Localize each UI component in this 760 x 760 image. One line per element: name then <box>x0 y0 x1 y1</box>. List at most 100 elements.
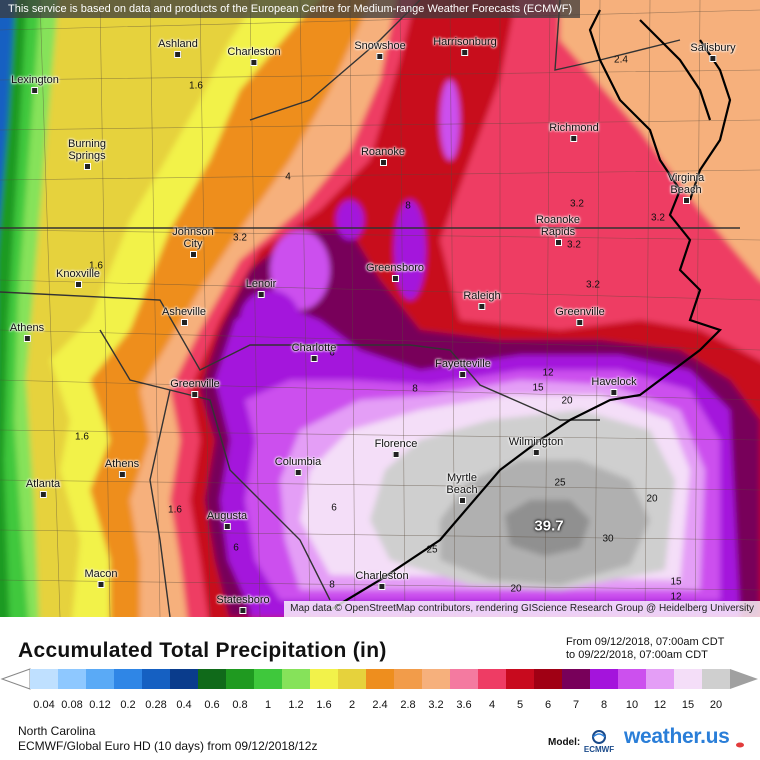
value-label: 12 <box>670 591 682 603</box>
city-marker[interactable]: Fayetteville <box>435 358 491 378</box>
value-label: 6 <box>233 542 239 554</box>
city-dot <box>97 581 105 588</box>
scale-swatch <box>310 669 339 689</box>
scale-tick-label: 0.6 <box>204 699 220 711</box>
city-marker[interactable]: Charlotte <box>292 342 336 362</box>
value-label: 3.2 <box>651 212 665 224</box>
city-marker[interactable]: Burning Springs <box>52 138 122 170</box>
city-marker[interactable]: Athens <box>105 458 139 478</box>
scale-swatch <box>86 669 115 689</box>
city-dot <box>458 497 466 504</box>
value-label: 8 <box>405 200 411 212</box>
scale-swatch <box>366 669 395 689</box>
legend-panel: Accumulated Total Precipitation (in) Fro… <box>0 617 760 760</box>
scale-swatch <box>422 669 451 689</box>
value-label: 15 <box>532 382 544 394</box>
scale-swatch <box>282 669 311 689</box>
city-marker[interactable]: Augusta <box>207 510 247 530</box>
value-label: 20 <box>646 493 658 505</box>
ecmwf-notice: This service is based on data and produc… <box>0 0 581 18</box>
date-to: to 09/22/2018, 07:00am CDT <box>566 649 708 661</box>
city-marker[interactable]: Charleston <box>227 46 281 66</box>
city-marker[interactable]: Salisbury <box>690 42 736 62</box>
city-dot <box>379 159 387 166</box>
legend-meta: North Carolina ECMWF/Global Euro HD (10 … <box>18 724 317 754</box>
city-marker[interactable]: Snowshoe <box>354 40 406 60</box>
city-dot <box>478 303 486 310</box>
date-range: From 09/12/2018, 07:00am CDT to 09/22/20… <box>566 636 724 662</box>
city-dot <box>223 523 231 530</box>
city-dot <box>576 319 584 326</box>
value-label: 3.2 <box>586 279 600 291</box>
scale-swatch <box>394 669 423 689</box>
scale-swatch <box>338 669 367 689</box>
value-label: 4 <box>285 171 291 183</box>
city-marker[interactable]: Ashland <box>158 38 198 58</box>
city-marker[interactable]: Harrisonburg <box>433 36 497 56</box>
city-marker[interactable]: Greenville <box>170 378 220 398</box>
scale-tick-label: 7 <box>572 699 580 711</box>
city-marker[interactable]: Havelock <box>591 376 637 396</box>
city-dot <box>83 163 91 170</box>
city-dot <box>378 583 386 590</box>
city-marker[interactable]: Greenville <box>555 306 605 326</box>
city-marker[interactable]: Wilmington <box>509 436 563 456</box>
scale-swatch <box>450 669 479 689</box>
city-marker[interactable]: Roanoke Rapids <box>528 214 588 246</box>
city-dot <box>391 275 399 282</box>
city-dot <box>250 59 258 66</box>
precipitation-map[interactable]: This service is based on data and produc… <box>0 0 760 617</box>
city-marker[interactable]: Virginia Beach <box>656 172 716 204</box>
map-attribution: Map data © OpenStreetMap contributors, r… <box>284 601 760 617</box>
city-dot <box>257 291 265 298</box>
legend-title: Accumulated Total Precipitation (in) <box>18 639 387 662</box>
scale-swatch <box>478 669 507 689</box>
city-marker[interactable]: Macon <box>84 568 118 588</box>
value-label: 1.6 <box>89 260 103 272</box>
precipitation-shading <box>0 0 760 617</box>
scale-tick-label: 0.28 <box>145 699 167 711</box>
city-marker[interactable]: Greensboro <box>366 262 424 282</box>
city-marker[interactable]: Raleigh <box>463 290 501 310</box>
scale-swatch <box>114 669 143 689</box>
model-run: ECMWF/Global Euro HD (10 days) from 09/1… <box>18 739 318 753</box>
color-scale-bar <box>0 668 758 690</box>
city-marker[interactable]: Lenoir <box>246 278 276 298</box>
city-dot <box>180 319 188 326</box>
city-marker[interactable]: Myrtle Beach <box>437 472 487 504</box>
value-label: 25 <box>554 477 566 489</box>
city-marker[interactable]: Statesboro <box>216 594 270 614</box>
city-marker[interactable]: Athens <box>10 322 44 342</box>
value-label: 1.6 <box>168 504 182 516</box>
city-marker[interactable]: Johnson City <box>163 226 223 258</box>
precipitation-field <box>0 0 760 617</box>
scale-swatch <box>142 669 171 689</box>
city-dot <box>174 51 182 58</box>
scale-tick-label: 0.12 <box>89 699 111 711</box>
city-marker[interactable]: Asheville <box>162 306 206 326</box>
city-dot <box>294 469 302 476</box>
value-label: 1.6 <box>75 431 89 443</box>
scale-tick-label: 1.6 <box>316 699 332 711</box>
city-marker[interactable]: Atlanta <box>26 478 60 498</box>
scale-tick-label: 15 <box>681 699 695 711</box>
city-dot <box>570 135 578 142</box>
city-marker[interactable]: Columbia <box>275 456 321 476</box>
city-dot <box>23 335 31 342</box>
scale-swatch <box>170 669 199 689</box>
weather-us-logo[interactable]: weather.us <box>624 725 730 748</box>
city-dot <box>376 53 384 60</box>
city-marker[interactable]: Florence <box>375 438 417 458</box>
value-label: 20 <box>510 583 522 595</box>
city-dot <box>459 371 467 378</box>
scale-end-arrow <box>730 669 758 689</box>
value-label: 3.2 <box>233 232 247 244</box>
city-marker[interactable]: Charleston <box>355 570 409 590</box>
city-dot <box>554 239 562 246</box>
city-dot <box>310 355 318 362</box>
city-marker[interactable]: Lexington <box>11 74 59 94</box>
city-marker[interactable]: Richmond <box>549 122 599 142</box>
scale-swatch <box>674 669 703 689</box>
city-marker[interactable]: Knoxville <box>56 268 100 288</box>
city-marker[interactable]: Roanoke <box>361 146 405 166</box>
